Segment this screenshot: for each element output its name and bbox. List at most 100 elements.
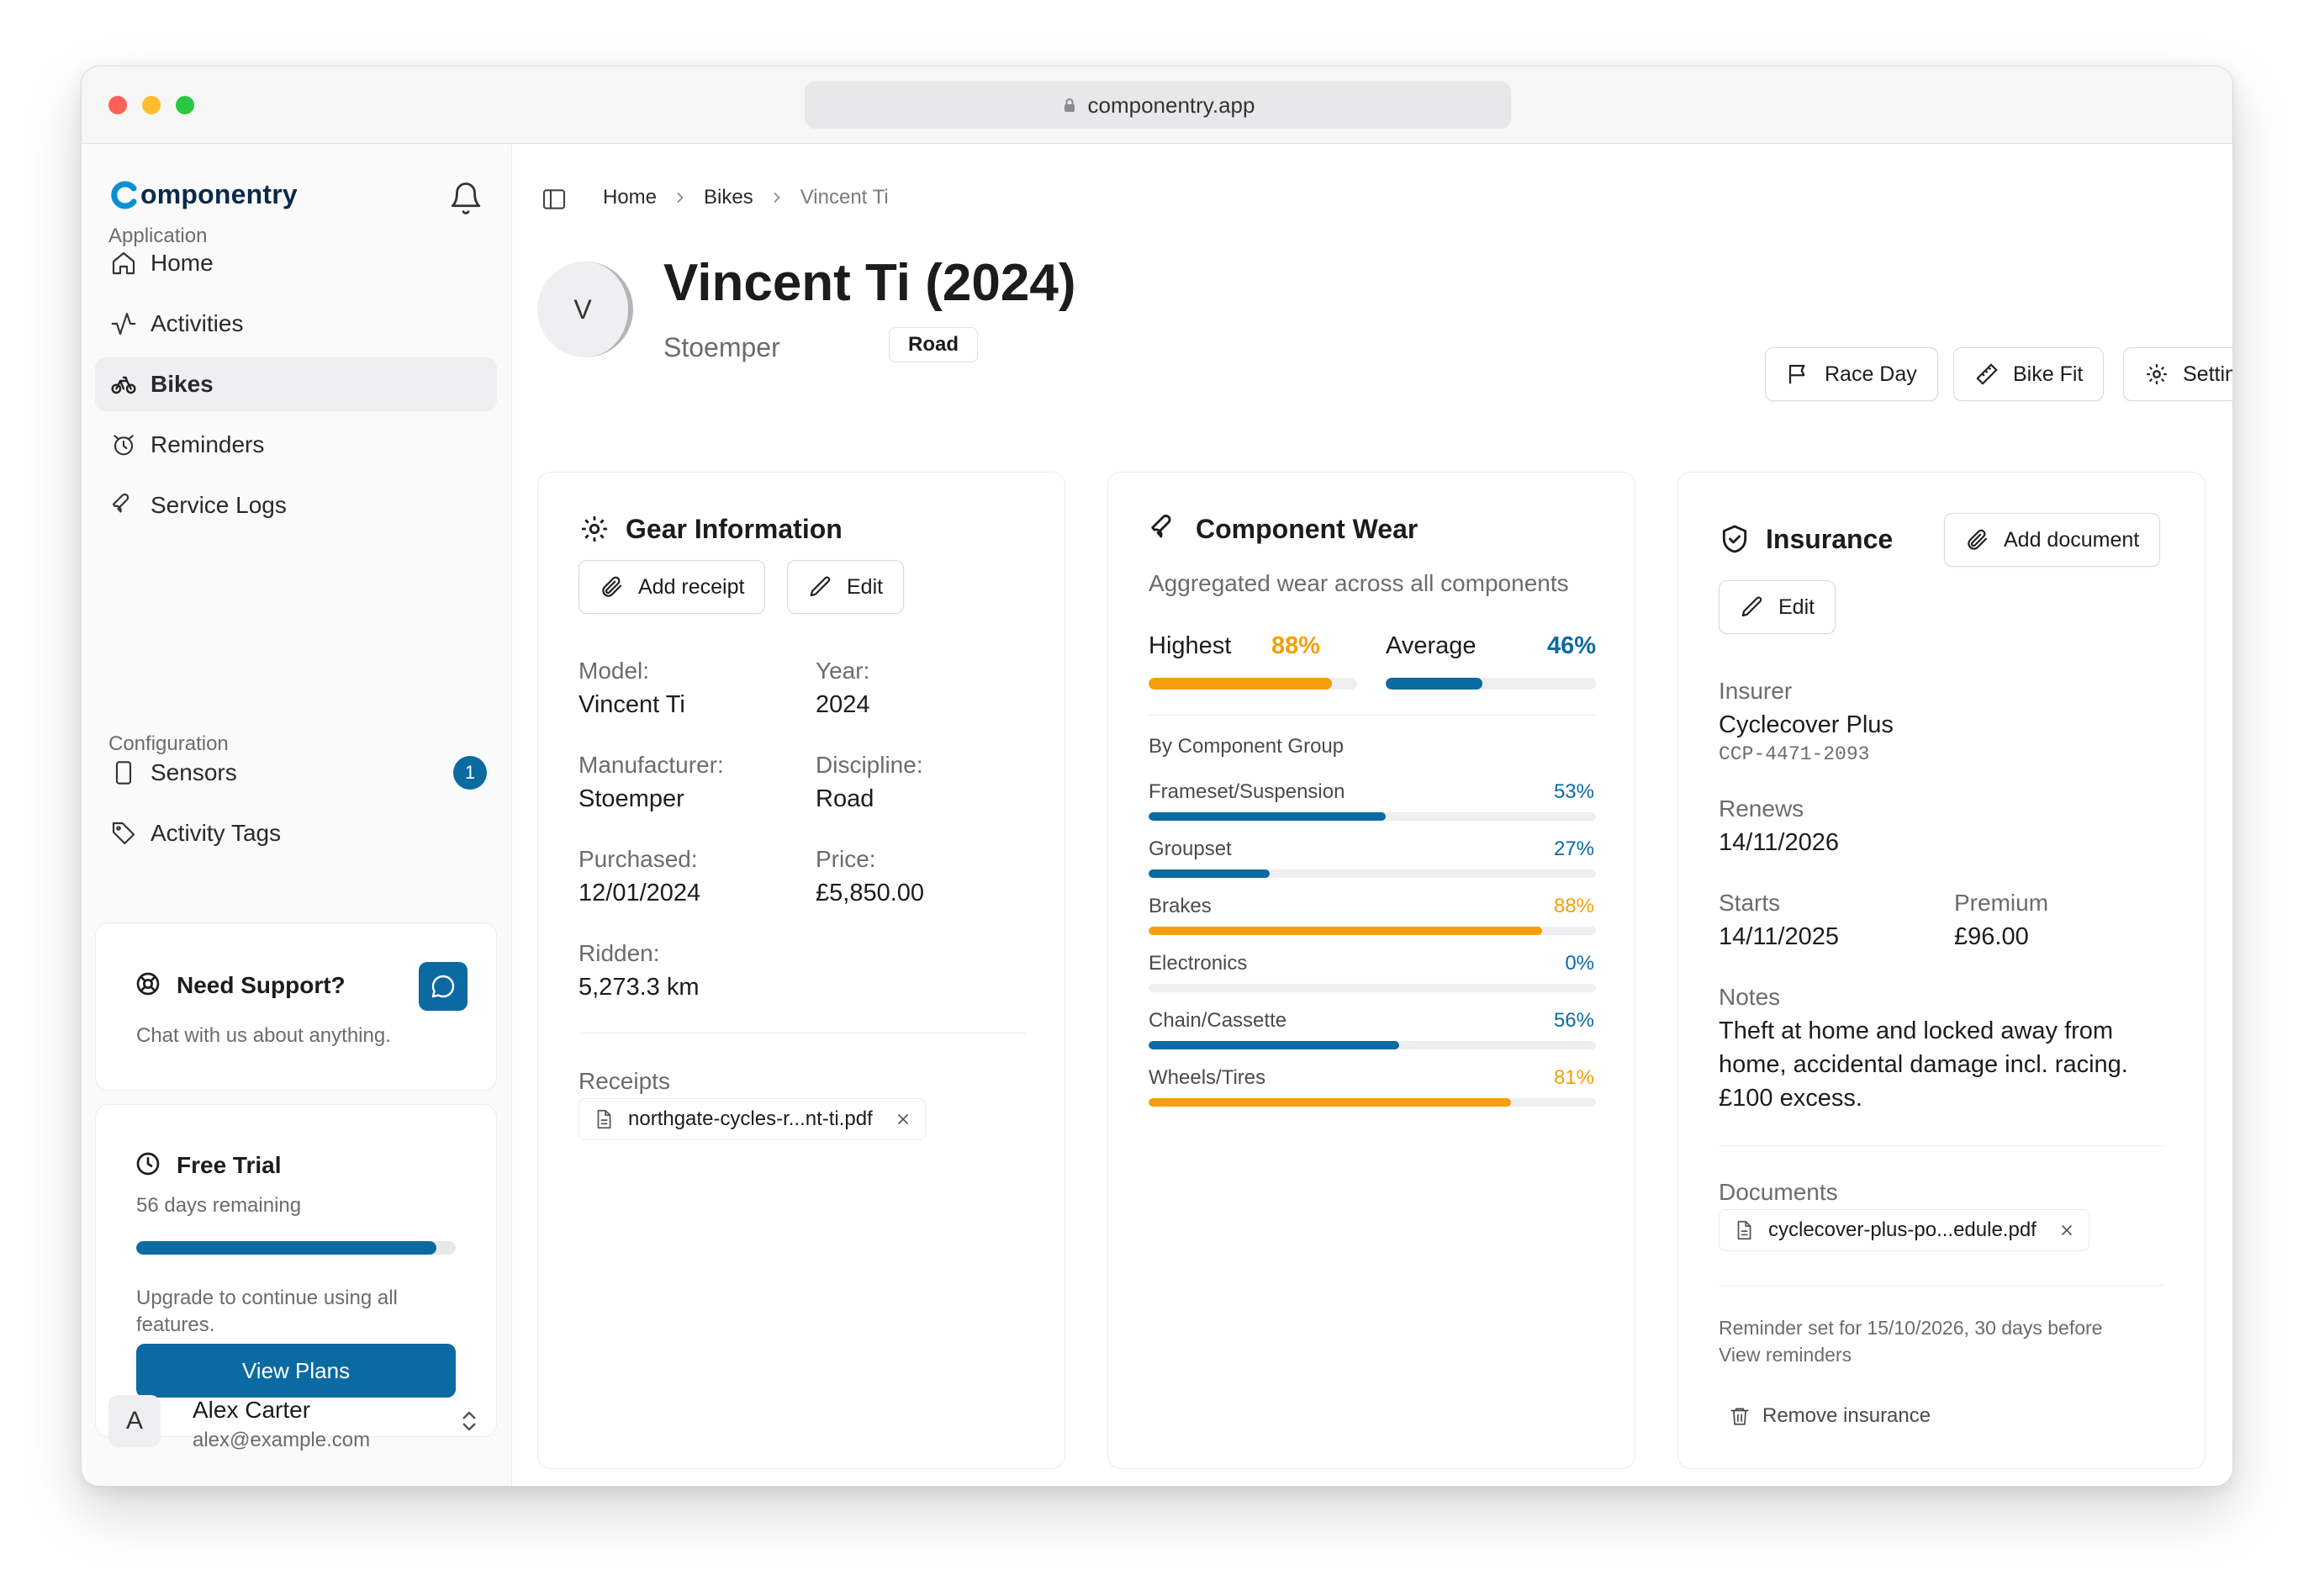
document-file-chip[interactable]: cyclecover-plus-po...edule.pdf bbox=[1719, 1209, 2089, 1251]
title-bar: componentry.app bbox=[82, 66, 2232, 144]
premium-label: Premium bbox=[1954, 890, 2049, 916]
component-percent: 56% bbox=[1553, 1009, 1594, 1032]
close-icon[interactable] bbox=[895, 1111, 911, 1128]
average-bar bbox=[1386, 678, 1596, 690]
component-label: Chain/Cassette bbox=[1149, 1009, 1287, 1032]
sidebar-item-reminders[interactable]: Reminders bbox=[95, 418, 497, 472]
file-icon bbox=[597, 1109, 611, 1129]
wrench-icon bbox=[1151, 515, 1171, 538]
chat-button[interactable] bbox=[419, 962, 468, 1011]
edit-gear-button[interactable]: Edit bbox=[787, 560, 905, 614]
component-wear-bar-fill bbox=[1149, 1041, 1399, 1049]
average-label: Average bbox=[1386, 632, 1477, 659]
add-document-button[interactable]: Add document bbox=[1944, 513, 2161, 567]
component-group-title: By Component Group bbox=[1149, 735, 1345, 758]
policy-number: CCP-4471-2093 bbox=[1719, 743, 1870, 765]
page-title: Vincent Ti (2024) bbox=[663, 254, 1076, 312]
price-value: £5,850.00 bbox=[816, 880, 925, 906]
trash-icon bbox=[1730, 1408, 1749, 1425]
alarm-icon bbox=[114, 435, 134, 456]
sidebar-item-label: Bikes bbox=[151, 371, 214, 397]
component-wear-bar-fill bbox=[1149, 927, 1543, 935]
address-bar[interactable]: componentry.app bbox=[805, 82, 1511, 129]
breadcrumb-home[interactable]: Home bbox=[603, 186, 658, 209]
add-receipt-label: Add receipt bbox=[638, 574, 745, 599]
bell-icon[interactable] bbox=[448, 181, 483, 216]
discipline-tag: Road bbox=[889, 327, 978, 362]
sensors-count-badge: 1 bbox=[453, 756, 487, 790]
starts-label: Starts bbox=[1719, 890, 1781, 916]
chat-bubble-icon bbox=[431, 975, 455, 998]
component-percent: 88% bbox=[1553, 895, 1594, 917]
sensor-icon bbox=[115, 761, 132, 785]
insurance-card: Insurance Add document Edit Insurer Cycl… bbox=[1677, 472, 2206, 1469]
brand-logo[interactable]: omponentry bbox=[108, 179, 298, 210]
component-percent: 53% bbox=[1553, 780, 1594, 803]
avatar: A bbox=[108, 1395, 161, 1447]
section-label-application: Application bbox=[108, 225, 208, 247]
notes-label: Notes bbox=[1719, 984, 1781, 1010]
edit-insurance-button[interactable]: Edit bbox=[1719, 580, 1836, 634]
sidebar-item-label: Reminders bbox=[151, 431, 265, 457]
browser-window: componentry.app omponentry Application H… bbox=[81, 66, 2233, 1487]
wrench-icon bbox=[112, 493, 129, 513]
sidebar-item-activity-tags[interactable]: Activity Tags bbox=[95, 806, 497, 860]
discipline-value: Road bbox=[816, 785, 874, 812]
settings-button[interactable]: Settings bbox=[2123, 347, 2232, 401]
sidebar-item-activities[interactable]: Activities bbox=[95, 297, 497, 351]
clock-icon bbox=[136, 1152, 160, 1176]
component-wear-bar bbox=[1149, 869, 1596, 878]
component-percent: 81% bbox=[1553, 1066, 1594, 1089]
view-reminders-link[interactable]: View reminders bbox=[1719, 1344, 1852, 1366]
flag-icon bbox=[1788, 364, 1805, 384]
shield-check-icon bbox=[1722, 525, 1747, 553]
free-trial-card: Free Trial 56 days remaining Upgrade to … bbox=[95, 1104, 497, 1437]
close-window-button[interactable] bbox=[108, 96, 127, 114]
trial-progress-fill bbox=[136, 1241, 437, 1255]
support-subtitle: Chat with us about anything. bbox=[136, 1024, 391, 1047]
view-plans-button[interactable]: View Plans bbox=[136, 1344, 456, 1398]
purchased-label: Purchased: bbox=[578, 846, 698, 872]
component-wear-bar-fill bbox=[1149, 1098, 1511, 1107]
chevron-right-icon bbox=[677, 193, 684, 203]
insurance-card-header: Insurance bbox=[1719, 523, 1893, 555]
edit-label: Edit bbox=[1778, 595, 1815, 619]
gear-icon bbox=[581, 515, 608, 542]
manufacturer-value: Stoemper bbox=[578, 785, 684, 812]
close-icon[interactable] bbox=[2058, 1222, 2075, 1239]
average-bar-fill bbox=[1386, 678, 1482, 690]
paperclip-icon bbox=[602, 576, 622, 597]
divider bbox=[1719, 1145, 2164, 1146]
receipt-file-chip[interactable]: northgate-cycles-r...nt-ti.pdf bbox=[578, 1098, 926, 1140]
settings-label: Settings bbox=[2183, 362, 2232, 386]
bike-manufacturer: Stoemper bbox=[663, 332, 780, 362]
premium-value: £96.00 bbox=[1954, 923, 2029, 950]
breadcrumb-bikes[interactable]: Bikes bbox=[704, 186, 753, 209]
activity-icon bbox=[111, 312, 136, 336]
remove-insurance-button[interactable]: Remove insurance bbox=[1729, 1404, 1931, 1428]
wear-card-header: Component Wear bbox=[1149, 513, 1418, 545]
upgrade-text-line-2: features. bbox=[136, 1313, 215, 1336]
minimize-window-button[interactable] bbox=[142, 96, 161, 114]
chevrons-up-down-icon bbox=[462, 1411, 476, 1431]
race-day-label: Race Day bbox=[1825, 362, 1917, 386]
sidebar-item-bikes[interactable]: Bikes bbox=[95, 357, 497, 411]
component-label: Wheels/Tires bbox=[1149, 1066, 1266, 1089]
maximize-window-button[interactable] bbox=[176, 96, 194, 114]
sidebar-item-service-logs[interactable]: Service Logs bbox=[95, 478, 497, 532]
insurance-card-title: Insurance bbox=[1766, 523, 1894, 554]
user-menu[interactable]: A Alex Carter alex@example.com bbox=[95, 1378, 497, 1462]
sidebar-toggle-icon[interactable] bbox=[541, 186, 568, 213]
sidebar-item-label: Sensors bbox=[151, 759, 237, 785]
document-file-name: cyclecover-plus-po...edule.pdf bbox=[1768, 1218, 2037, 1241]
sidebar-item-sensors[interactable]: Sensors 1 bbox=[95, 746, 497, 800]
documents-label: Documents bbox=[1719, 1179, 1838, 1205]
brand-name: omponentry bbox=[140, 179, 298, 209]
race-day-button[interactable]: Race Day bbox=[1765, 347, 1938, 401]
component-wear-bar bbox=[1149, 1098, 1596, 1107]
sidebar-item-home[interactable]: Home bbox=[95, 236, 497, 290]
bike-fit-button[interactable]: Bike Fit bbox=[1953, 347, 2105, 401]
add-receipt-button[interactable]: Add receipt bbox=[578, 560, 766, 614]
gear-card-title: Gear Information bbox=[626, 513, 843, 544]
renews-label: Renews bbox=[1719, 795, 1804, 822]
